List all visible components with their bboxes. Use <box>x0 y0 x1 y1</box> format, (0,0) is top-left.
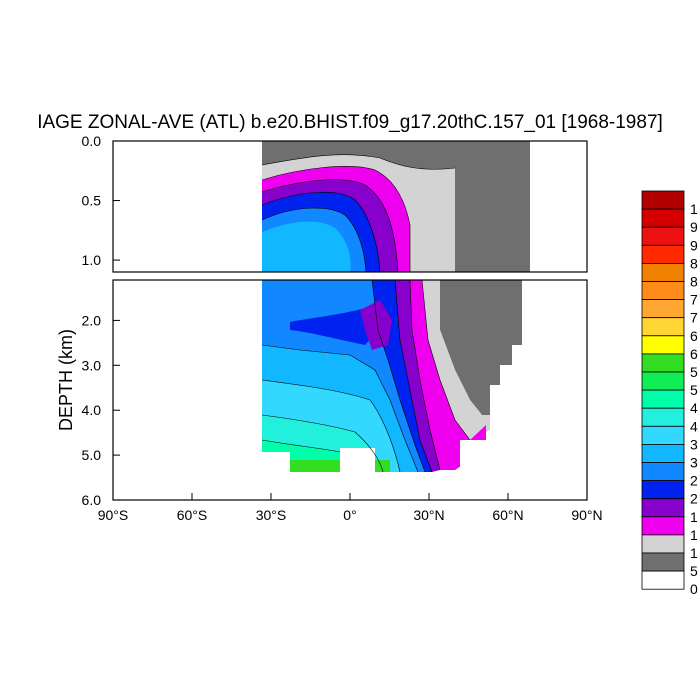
contour-tongue-purple <box>360 300 392 350</box>
chart-title: IAGE ZONAL-AVE (ATL) b.e20.BHIST.f09_g17… <box>37 112 663 133</box>
x-tick-label: 90°N <box>571 507 602 523</box>
contour-cyanblue-upper <box>262 221 351 272</box>
colorbar-swatch <box>641 570 685 590</box>
colorbar-swatch <box>641 407 685 427</box>
contour-lines-upper <box>261 154 456 272</box>
y-tick-label: 5.0 <box>82 447 102 463</box>
x-tick-label: 60°N <box>492 507 523 523</box>
lower-panel <box>113 280 587 500</box>
colorbar-swatch <box>641 190 685 210</box>
colorbar-label: 6 <box>690 346 698 362</box>
colorbar-label: 5 <box>690 364 698 380</box>
colorbar-label: 7 <box>690 310 698 326</box>
colorbar-swatch <box>641 335 685 355</box>
x-tick-label: 0° <box>343 507 356 523</box>
colorbar-swatch <box>641 353 685 373</box>
y-tick-label: 0.5 <box>82 193 102 209</box>
contour-magenta-lower <box>410 280 486 470</box>
y-axis-label: DEPTH (km) <box>56 329 76 431</box>
colorbar-swatch <box>641 389 685 409</box>
colorbar-swatch <box>641 371 685 391</box>
colorbar-label: 0 <box>690 581 698 597</box>
axes: 90°S 60°S 30°S 0° 30°N 60°N 90°N 0.0 0.5 1.0 2.0 3.… <box>82 133 603 523</box>
colorbar-swatch <box>641 262 685 282</box>
colorbar-swatch <box>641 425 685 445</box>
colorbar-label: 9 <box>690 237 698 253</box>
y-tick-label: 2.0 <box>82 312 102 328</box>
y-tick-label: 0.0 <box>82 133 102 149</box>
x-tick-label: 60°S <box>177 507 208 523</box>
upper-panel <box>261 141 530 272</box>
colorbar: 1 9 9 8 8 7 7 6 6 5 5 4 4 3 3 2 2 1 1 1 5 0 <box>641 190 698 597</box>
colorbar-label: 4 <box>690 418 698 434</box>
bottom-green-patch-2 <box>375 460 390 472</box>
colorbar-swatch <box>641 552 685 572</box>
colorbar-label: 9 <box>690 219 698 235</box>
contour-tongue-lower <box>290 308 378 345</box>
colorbar-swatch <box>641 534 685 554</box>
x-tick-label: 30°N <box>413 507 444 523</box>
colorbar-label: 5 <box>690 563 698 579</box>
y-tick-label: 1.0 <box>82 252 102 268</box>
colorbar-swatch <box>641 244 685 264</box>
land-fill-lower <box>440 280 522 415</box>
colorbar-swatch <box>641 317 685 337</box>
y-tick-label: 4.0 <box>82 402 102 418</box>
bottom-green-patch-1 <box>290 460 340 472</box>
colorbar-label: 1 <box>690 201 698 217</box>
y-tick-label: 6.0 <box>82 492 102 508</box>
colorbar-label: 1 <box>690 509 698 525</box>
colorbar-swatch <box>641 480 685 500</box>
colorbar-label: 8 <box>690 255 698 271</box>
colorbar-swatch <box>641 462 685 482</box>
colorbar-label: 7 <box>690 292 698 308</box>
colorbar-swatch <box>641 443 685 463</box>
colorbar-swatch <box>641 299 685 319</box>
colorbar-swatch <box>641 498 685 518</box>
y-tick-label: 3.0 <box>82 357 102 373</box>
colorbar-swatch <box>641 208 685 228</box>
x-tick-label: 90°S <box>98 507 129 523</box>
contour-lightgray-lower <box>422 280 490 440</box>
x-tick-label: 30°S <box>256 507 287 523</box>
colorbar-swatch <box>641 516 685 536</box>
colorbar-label: 1 <box>690 527 698 543</box>
colorbar-label: 1 <box>690 545 698 561</box>
colorbar-label: 8 <box>690 274 698 290</box>
colorbar-label: 5 <box>690 382 698 398</box>
no-data-right <box>460 440 587 500</box>
no-data-notch-2 <box>340 448 375 472</box>
upper-panel-frame <box>112 140 588 273</box>
colorbar-swatch <box>641 281 685 301</box>
colorbar-label: 3 <box>690 455 698 471</box>
colorbar-label: 3 <box>690 436 698 452</box>
contour-lines-lower <box>261 280 471 473</box>
colorbar-label: 2 <box>690 491 698 507</box>
colorbar-label: 6 <box>690 328 698 344</box>
colorbar-label: 2 <box>690 473 698 489</box>
no-data-notch-1 <box>262 452 290 472</box>
colorbar-label: 4 <box>690 400 698 416</box>
colorbar-swatch <box>641 226 685 246</box>
